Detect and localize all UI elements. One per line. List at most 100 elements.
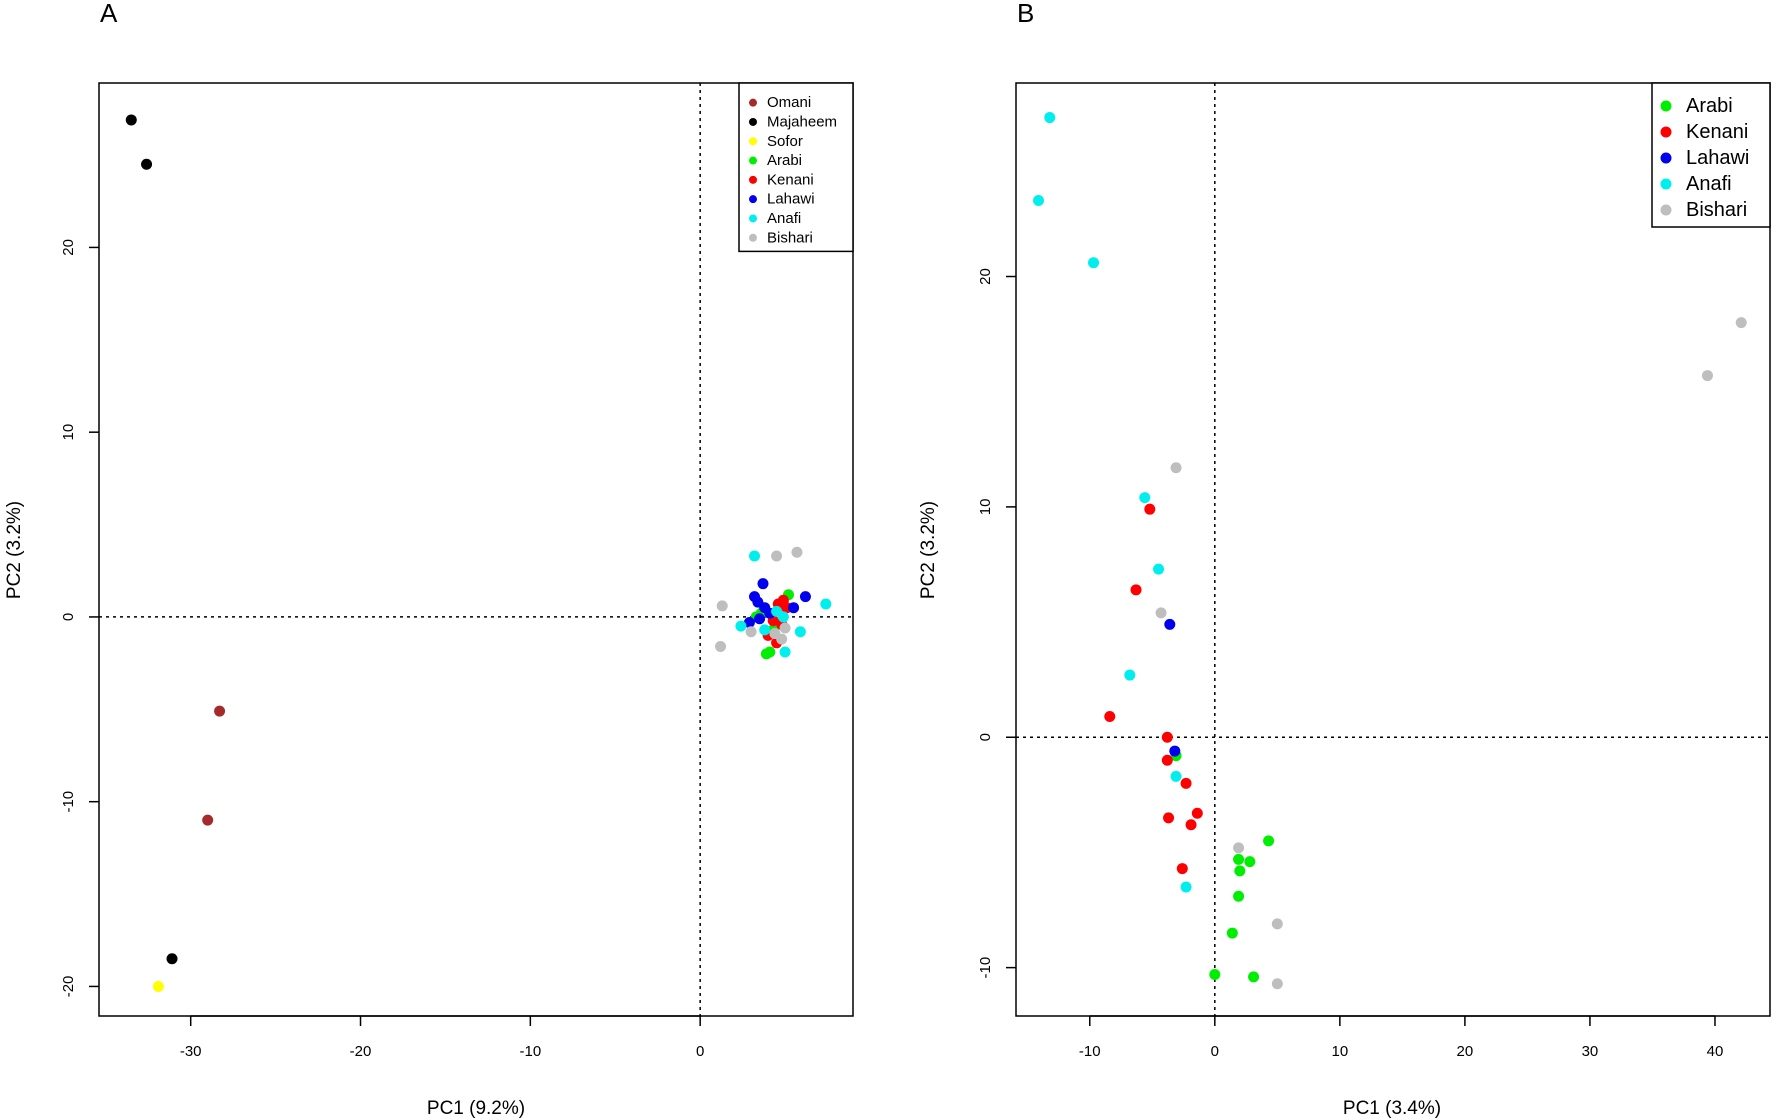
panel-a-x-axis-title: PC1 (9.2%) [427,1098,525,1119]
legend-label-kenani: Kenani [767,171,814,188]
panel-a-reference-lines [99,83,853,1016]
point-bishari [745,626,757,638]
point-bishari [769,628,781,640]
y-tick-label: -10 [977,957,994,979]
x-tick-label: 40 [1707,1043,1724,1060]
legend-label-bishari: Bishari [1686,199,1747,221]
panel-b-reference-lines [1016,83,1770,1016]
panel-a-x-axis: -30 -20 -10 0 [180,1015,704,1060]
x-tick-label: 30 [1582,1043,1599,1060]
panel-b-x-axis: -10 0 10 20 30 40 [1079,1015,1724,1060]
point-anafi [1124,669,1136,681]
y-tick-label: -20 [60,976,77,998]
legend-label-majaheem: Majaheem [767,113,837,130]
point-anafi [759,624,771,636]
point-anafi [779,646,791,658]
point-anafi [1088,257,1100,269]
point-bishari [715,640,727,652]
point-kenani [1163,812,1175,824]
point-kenani [1144,503,1156,515]
panel-a-points [125,114,832,992]
point-arabi [1244,856,1256,868]
legend-marker-arabi [1660,100,1672,112]
legend-label-arabi: Arabi [767,152,802,169]
y-tick-label: 10 [977,499,994,516]
point-lahawi [757,578,769,590]
y-tick-label: 20 [60,239,77,256]
legend-marker-anafi [749,214,757,223]
point-kenani [1161,754,1173,766]
point-bishari [791,546,803,558]
point-anafi [1044,112,1056,124]
point-kenani [1176,863,1188,875]
point-anafi [749,550,761,562]
point-anafi [1033,194,1045,206]
point-lahawi [1169,745,1181,757]
panel-a-letter: A [100,0,118,28]
legend-label-anafi: Anafi [767,210,801,227]
point-anafi [1170,770,1182,782]
point-arabi [1233,890,1245,902]
panel-a-legend: Omani Majaheem Sofor Arabi Kenani Lahawi Anafi… [738,82,854,253]
legend-label-arabi: Arabi [1686,95,1733,117]
x-tick-label: -20 [350,1043,372,1060]
point-kenani [1130,584,1142,596]
point-arabi [1209,969,1221,981]
x-tick-label: -10 [519,1043,541,1060]
legend-marker-bishari [1660,204,1672,216]
point-kenani [1185,819,1197,831]
point-bishari [1271,978,1283,990]
point-anafi [1180,881,1192,893]
y-tick-label: 0 [977,733,994,741]
panel-b: B -10 0 10 20 30 40 -10 0 10 20 PC1 (3.4%) PC2 (… [918,0,1771,1119]
point-lahawi [1164,618,1176,630]
panel-a: A -30 -20 -10 0 -20 -10 0 10 20 PC1 (9.2%) PC2 … [4,0,854,1119]
legend-label-lahawi: Lahawi [767,191,815,208]
point-majaheem [166,953,178,965]
point-bishari [1701,370,1713,382]
point-kenani [1161,731,1173,743]
y-tick-label: -10 [60,791,77,813]
point-bishari [1170,462,1182,474]
legend-box [738,82,854,253]
panel-a-y-axis: -20 -10 0 10 20 [60,239,99,997]
legend-box [1651,82,1771,228]
legend-marker-sofor [749,137,757,146]
legend-marker-arabi [749,156,757,165]
point-bishari [771,550,783,562]
point-arabi [1234,865,1246,877]
legend-marker-anafi [1660,178,1672,190]
point-anafi [1139,492,1151,504]
panel-b-y-axis-title: PC2 (3.2%) [918,501,939,599]
legend-marker-omani [749,98,757,107]
point-kenani [1191,807,1203,819]
panel-b-x-axis-title: PC1 (3.4%) [1343,1098,1441,1119]
legend-label-anafi: Anafi [1686,173,1732,195]
point-arabi [1233,853,1245,865]
x-tick-label: 10 [1332,1043,1349,1060]
panel-b-letter: B [1017,0,1034,28]
point-anafi [777,611,789,623]
x-tick-label: -30 [180,1043,202,1060]
point-arabi [1226,927,1238,939]
x-tick-label: -10 [1079,1043,1101,1060]
point-bishari [1233,842,1245,854]
legend-label-bishari: Bishari [767,229,813,246]
point-kenani [1104,711,1116,723]
y-tick-label: 0 [60,613,77,621]
legend-label-sofor: Sofor [767,133,803,150]
x-tick-label: 20 [1457,1043,1474,1060]
point-lahawi [788,602,800,614]
point-bishari [1271,918,1283,930]
legend-marker-kenani [1660,126,1672,138]
legend-label-kenani: Kenani [1686,121,1748,143]
point-anafi [794,626,806,638]
point-lahawi [799,591,811,603]
point-majaheem [141,158,153,170]
panel-b-legend: Arabi Kenani Lahawi Anafi Bishari [1651,82,1771,228]
point-bishari [1155,607,1167,619]
panel-b-y-axis: -10 0 10 20 [977,268,1016,978]
x-tick-label: 0 [1211,1043,1219,1060]
point-bishari [1735,317,1747,329]
